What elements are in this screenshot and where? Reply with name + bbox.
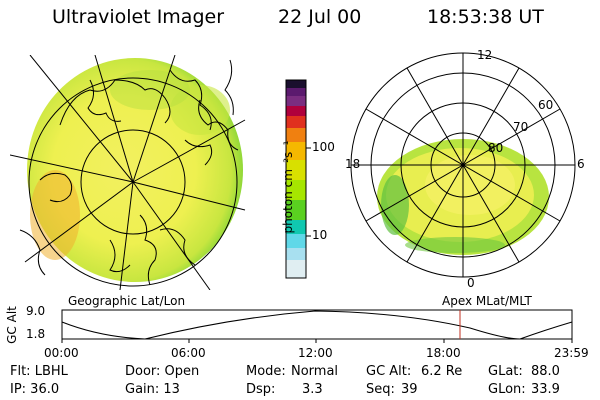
param-ip: IP: 36.0 [10, 382, 60, 397]
lat-label-80: 80 [488, 141, 504, 155]
lat-label-60: 60 [538, 98, 554, 112]
mlt-label-12: 12 [477, 48, 493, 62]
altitude-curve [61, 310, 573, 340]
param-gain: Gain: 13 [125, 382, 180, 397]
param-gcalt-value: 6.2 Re [421, 364, 463, 379]
param-glon-value: 33.9 [531, 382, 560, 397]
geographic-caption: Geographic Lat/Lon [68, 294, 186, 308]
altitude-xtick-3: 18:00 [426, 346, 461, 360]
param-door: Door: Open [125, 364, 200, 379]
param-seq-value: 39 [401, 382, 418, 397]
param-glat-label: GLat: [488, 364, 523, 379]
date-label: 22 Jul 00 [278, 6, 362, 28]
param-glat-value: 88.0 [531, 364, 560, 379]
param-dsp-label: Dsp: [246, 382, 276, 397]
lat-circle-inner [80, 129, 186, 235]
magnetic-polar-plot [350, 52, 576, 278]
lat-circle-outer [28, 77, 238, 287]
altitude-ytick-max: 9.0 [26, 304, 46, 318]
instrument-title: Ultraviolet Imager [52, 6, 225, 28]
mlt-label-0: 0 [467, 276, 475, 290]
param-mode-label: Mode: [246, 364, 286, 379]
altitude-ylabel: GC Alt [5, 306, 19, 344]
mlt-label-6: 6 [577, 157, 585, 171]
altitude-xtick-2: 12:00 [298, 346, 333, 360]
colorbar-unit-label: photon cm⁻²s⁻¹ [281, 140, 295, 234]
param-dsp-value: 3.3 [302, 382, 323, 397]
magnetic-caption: Apex MLat/MLT [442, 294, 532, 308]
altitude-ytick-min: 1.8 [26, 327, 46, 341]
param-glon-label: GLon: [488, 382, 526, 397]
colorbar [285, 79, 311, 279]
param-mode-value: Normal [291, 364, 339, 379]
colorbar-tick-10: 10 [312, 228, 328, 242]
mlt-label-18: 18 [345, 157, 361, 171]
param-seq-label: Seq: [366, 382, 395, 397]
lat-label-70: 70 [513, 120, 529, 134]
altitude-xtick-0: 00:00 [44, 346, 79, 360]
colorbar-tick-100: 100 [312, 140, 335, 154]
altitude-plot [61, 309, 573, 343]
time-label: 18:53:38 UT [427, 6, 544, 28]
param-gcalt-label: GC Alt: [366, 364, 412, 379]
altitude-xtick-4: 23:59 [554, 346, 589, 360]
coastlines [19, 59, 239, 286]
param-filter: Flt: LBHL [10, 364, 68, 379]
altitude-xtick-1: 06:00 [171, 346, 206, 360]
